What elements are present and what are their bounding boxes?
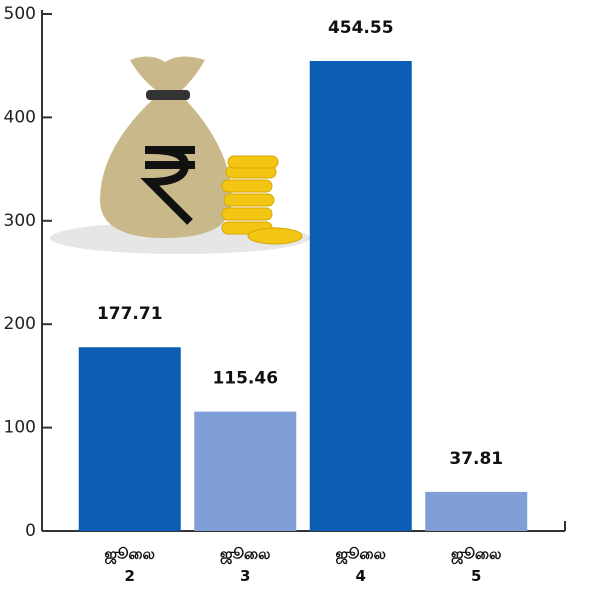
data-label: 454.55 <box>328 18 394 38</box>
data-label: 37.81 <box>449 449 503 469</box>
x-tick-label: ஜூலை 4 <box>335 545 387 585</box>
x-tick-label: ஜூலை 2 <box>104 545 156 585</box>
bar <box>78 347 181 531</box>
y-tick-label: 0 <box>25 521 36 541</box>
bar <box>194 411 297 531</box>
money-bag-illustration <box>50 56 310 254</box>
x-tick-label: ஜூலை 3 <box>219 545 271 585</box>
y-tick-label: 400 <box>4 107 36 127</box>
data-label: 177.71 <box>97 304 163 324</box>
y-tick-label: 200 <box>4 314 36 334</box>
x-tick-label: ஜூலை 5 <box>450 545 502 585</box>
y-tick-label: 500 <box>4 4 36 24</box>
data-label: 115.46 <box>212 369 278 389</box>
bar <box>309 60 412 531</box>
y-tick-label: 100 <box>4 418 36 438</box>
bar <box>425 491 528 531</box>
y-tick-label: 300 <box>4 211 36 231</box>
